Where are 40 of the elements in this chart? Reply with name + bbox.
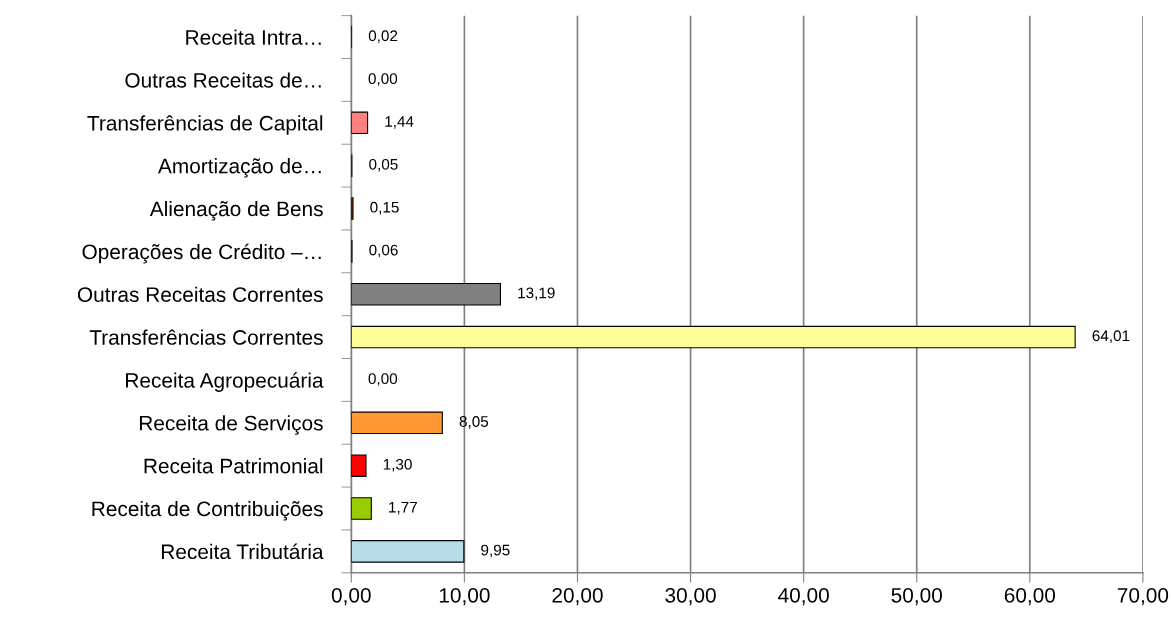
x-tick-label: 70,00 [1117,587,1169,606]
x-tick-label: 10,00 [439,587,490,606]
data-label: 1,30 [383,458,412,472]
bar [351,325,1076,349]
data-label: 0,15 [370,201,399,215]
x-tick-label: 30,00 [665,587,716,606]
data-label: 0,06 [369,244,398,258]
y-tick-label: Receita de Contribuições [92,500,323,521]
y-tick-label: Amortização de… [157,158,321,178]
data-label: 0,02 [368,30,398,43]
x-tick-label: 40,00 [778,587,829,606]
data-label: 1,44 [385,116,414,129]
y-tick-label: Transferências Correntes [89,329,323,345]
y-tick-label: Outras Receitas Correntes [77,286,323,302]
bar [351,497,372,520]
bar [351,111,369,135]
x-tick-label: 60,00 [1004,587,1056,606]
y-tick-label: Receita Patrimonial [144,458,323,474]
y-tick-label: Receita Intra… [186,29,321,45]
data-label: 1,77 [389,501,417,515]
y-tick-label: Operações de Crédito –… [82,243,321,264]
x-tick-label: 50,00 [891,587,942,606]
y-tick-label: Outras Receitas de… [125,72,321,88]
y-tick-label: Alienação de Bens [149,200,323,221]
data-label: 13,19 [518,287,555,301]
data-label: 0,00 [368,73,398,86]
data-label: 0,05 [369,158,398,172]
bar [351,411,443,435]
y-tick-label: Receita de Serviços [139,415,323,435]
bar [351,540,465,563]
x-tick-label: 0,00 [331,587,371,606]
y-tick-label: Transferências de Capital [87,115,323,135]
y-tick-label: Receita Agropecuária [126,372,324,392]
data-label: 8,05 [459,416,489,429]
data-label: 0,00 [368,373,398,386]
data-label: 64,01 [1092,330,1130,343]
y-tick-label: Receita Tributária [161,543,324,560]
x-tick-label: 20,00 [552,587,603,606]
bar [351,454,367,477]
data-label: 9,95 [481,544,510,558]
